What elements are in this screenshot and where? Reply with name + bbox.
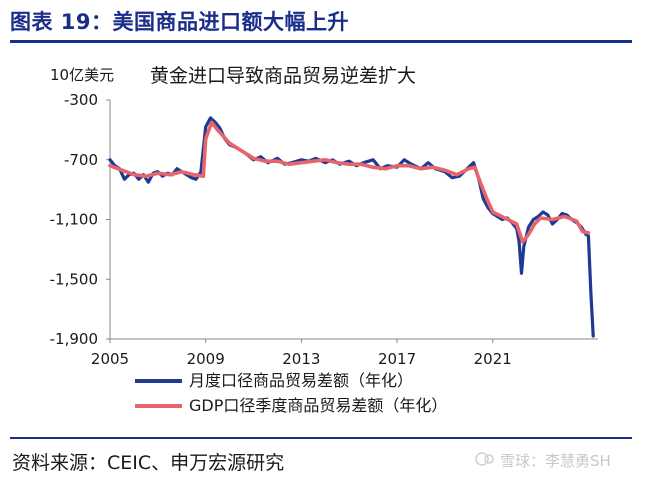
x-tick-label: 2021 xyxy=(474,350,512,368)
title-rule xyxy=(10,40,632,43)
source-note: 资料来源：CEIC、申万宏源研究 xyxy=(12,452,285,474)
y-tick-label: -1,100 xyxy=(50,211,98,229)
y-tick-label: -1,500 xyxy=(50,270,98,288)
chart-subtitle: 黄金进口导致商品贸易逆差扩大 xyxy=(150,65,417,87)
series-layer xyxy=(108,116,595,338)
series-line-gdp xyxy=(108,120,591,244)
x-tick-label: 2009 xyxy=(187,350,225,368)
x-tick-label: 2017 xyxy=(378,350,416,368)
y-axis: -300 -700 -1,100 -1,500 -1,900 xyxy=(50,91,111,348)
snowball-logo-icon xyxy=(475,452,494,466)
y-tick-label: -1,900 xyxy=(50,330,98,348)
footer-rule xyxy=(10,437,632,439)
figure-title: 图表 19：美国商品进口额大幅上升 xyxy=(10,10,350,34)
y-tick-label: -700 xyxy=(64,151,98,169)
legend: 月度口径商品贸易差额（年化） GDP口径季度商品贸易差额（年化） xyxy=(135,371,447,415)
y-tick-label: -300 xyxy=(64,91,98,109)
y-axis-unit: 10亿美元 xyxy=(50,66,115,84)
x-tick-label: 2013 xyxy=(282,350,320,368)
watermark: 雪球：李慧勇SH xyxy=(500,452,611,470)
legend-label: GDP口径季度商品贸易差额（年化） xyxy=(189,396,447,415)
series-line-monthly xyxy=(108,116,595,338)
line-chart: -300-700-1,100-1,500-1,900 2005 2009 2013 2… xyxy=(50,91,598,415)
x-tick-label: 2005 xyxy=(91,350,129,368)
x-axis: 2005 2009 2013 2017 2021 xyxy=(91,338,598,368)
legend-label: 月度口径商品贸易差额（年化） xyxy=(189,371,413,390)
